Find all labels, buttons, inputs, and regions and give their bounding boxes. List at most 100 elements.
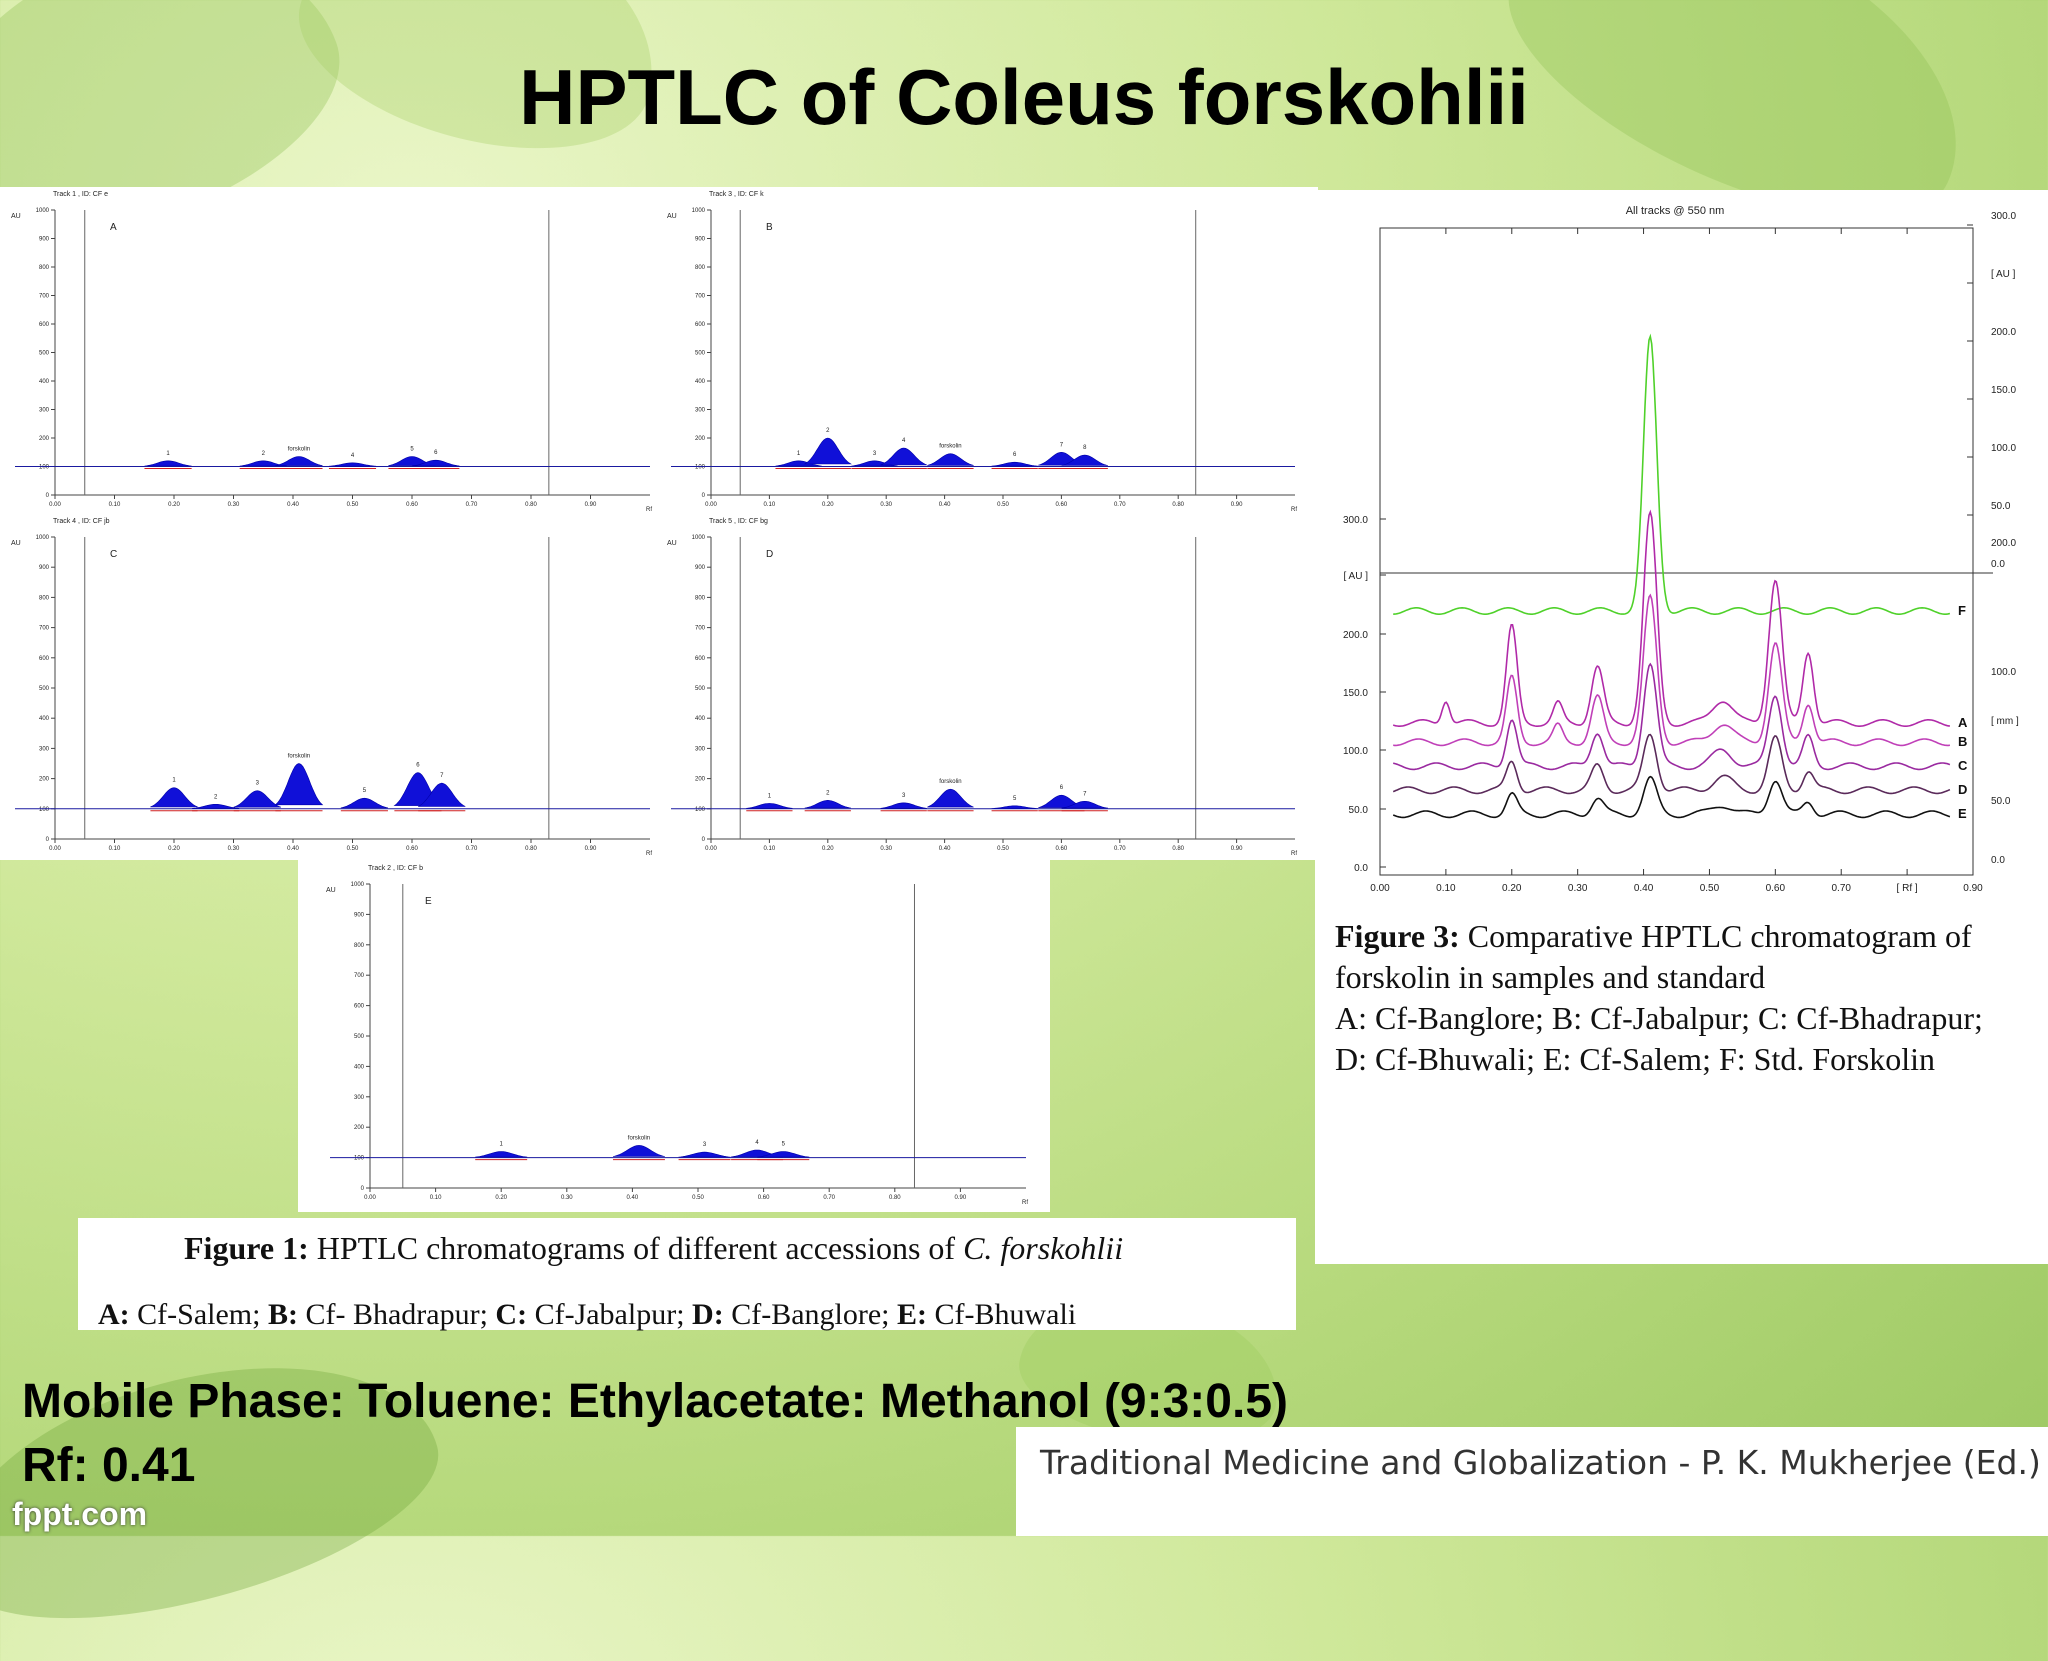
y-tick-label: 600: [39, 322, 50, 328]
right-top-tick-label: [ AU ]: [1991, 269, 2016, 280]
y-tick-label: 600: [695, 322, 706, 328]
series-label-B: B: [1958, 734, 1967, 749]
chromatogram-c: Track 4 , ID: CF jbAUC010020030040050060…: [11, 518, 652, 857]
peak-label: 5: [1013, 796, 1017, 802]
left-tick-label: 300.0: [1343, 515, 1368, 526]
y-tick-label: 300: [695, 746, 706, 752]
peak-label: forskolin: [939, 444, 961, 450]
peak-label: 6: [1060, 785, 1064, 791]
figure1-bottom-panel: [298, 858, 1050, 1212]
series-line-B: [1393, 593, 1951, 747]
x-tick-label: 0.90: [585, 502, 597, 508]
x-tick-label: 0.40: [287, 502, 299, 508]
y-tick-label: 200: [39, 436, 50, 442]
y-tick-label: 200: [695, 436, 706, 442]
x-tick-label: 0.50: [997, 502, 1009, 508]
figure1-caption-line1: Figure 1: HPTLC chromatograms of differe…: [184, 1230, 1124, 1266]
x-tick-label: 0.20: [495, 1195, 507, 1201]
y-tick-label: 1000: [36, 208, 50, 214]
watermark-logo: fppt.com: [12, 1496, 148, 1532]
x-tick-label: 0.80: [525, 502, 537, 508]
panel-letter: A: [110, 222, 117, 233]
right-bottom-tick-label: 0.0: [1991, 855, 2005, 866]
peak-label: 2: [262, 451, 266, 457]
peak-5: [991, 805, 1038, 809]
figure1-caption: Figure 1: HPTLC chromatograms of differe…: [78, 1218, 1296, 1331]
peak-label: 2: [826, 428, 830, 434]
peak-forskolin: [274, 763, 324, 806]
y-tick-label: 100: [695, 807, 706, 813]
x-tick-label: 0.90: [1231, 502, 1243, 508]
x-tick-label: 0.20: [1502, 883, 1522, 894]
y-tick-label: 400: [695, 379, 706, 385]
y-tick-label: 200: [695, 777, 706, 783]
left-tick-label: [ AU ]: [1344, 571, 1369, 582]
peak-forskolin: [612, 1145, 665, 1157]
y-tick-label: 300: [695, 408, 706, 414]
peak-label: 5: [410, 447, 414, 453]
y-axis-label: AU: [11, 540, 21, 547]
x-tick-label: 0.40: [627, 1195, 639, 1201]
series-line-F: [1393, 333, 1951, 615]
y-axis-label: AU: [11, 213, 21, 220]
x-tick-label: 0.50: [1700, 883, 1720, 894]
x-tick-label: 0.60: [758, 1195, 770, 1201]
y-tick-label: 600: [695, 656, 706, 662]
x-tick-label: 0.70: [1114, 846, 1126, 852]
peak-5: [757, 1151, 810, 1158]
x-tick-label: 0.00: [705, 502, 717, 508]
x-tick-label: 0.10: [109, 846, 121, 852]
x-tick-label: 0.50: [347, 502, 359, 508]
peak-3: [880, 802, 927, 809]
x-tick-label: 0.40: [939, 846, 951, 852]
right-top-tick-label: 100.0: [1991, 443, 2016, 454]
series-label-F: F: [1958, 603, 1966, 618]
plot-frame: [1379, 227, 1974, 876]
x-tick-label: 0.90: [1963, 883, 1983, 894]
peak-4: [880, 447, 927, 466]
peak-label: 6: [434, 450, 438, 456]
x-tick-label: 0.60: [1766, 883, 1786, 894]
x-tick-label: 0.40: [287, 846, 299, 852]
figure1-top-panel: [0, 187, 1318, 860]
right-top-tick-label: 300.0: [1991, 211, 2016, 222]
x-tick-label: 0.30: [1568, 883, 1588, 894]
y-tick-label: 200: [354, 1125, 365, 1131]
peak-label: 6: [416, 763, 420, 769]
track-id-label: Track 4 , ID: CF jb: [53, 518, 110, 525]
y-tick-label: 200: [39, 777, 50, 783]
y-tick-label: 500: [39, 351, 50, 357]
x-axis-label: Rf: [1291, 851, 1297, 857]
track-id-label: Track 5 , ID: CF bg: [709, 518, 768, 525]
peak-label: 4: [902, 438, 906, 444]
peak-label: 4: [755, 1140, 759, 1146]
panel-letter: B: [766, 222, 773, 233]
x-axis-label: Rf: [646, 851, 652, 857]
peak-7: [418, 782, 466, 807]
figure3-panel: [1315, 190, 2048, 898]
peak-label: forskolin: [288, 754, 310, 760]
peak-label: 3: [873, 451, 877, 457]
x-axis-label: Rf: [1022, 1200, 1028, 1206]
x-tick-label: 0.60: [1056, 502, 1068, 508]
x-tick-label: 0.50: [347, 846, 359, 852]
y-tick-label: 800: [695, 265, 706, 271]
peak-label: 1: [797, 451, 801, 457]
series-label-D: D: [1958, 782, 1967, 797]
x-tick-label: 0.80: [889, 1195, 901, 1201]
peak-7: [1061, 800, 1108, 809]
left-tick-label: 150.0: [1343, 688, 1368, 699]
peak-2: [192, 804, 240, 809]
y-tick-label: 900: [695, 237, 706, 243]
peak-6: [991, 461, 1038, 467]
track-id-label: Track 2 , ID: CF b: [368, 865, 423, 872]
peak-label: 3: [902, 793, 906, 799]
peak-1: [475, 1151, 528, 1158]
chromatogram-a: Track 1 , ID: CF e AU A 0 100 200 300 400 500 600…: [11, 191, 652, 513]
y-tick-label: 1000: [692, 208, 706, 214]
peak-label: 5: [363, 788, 367, 794]
rf-value-text: Rf: 0.41: [22, 1439, 196, 1492]
y-tick-label: 300: [354, 1095, 365, 1101]
chromatogram-e: Track 2 , ID: CF b AU E 0 100 200 300 400 500 600…: [326, 865, 1028, 1206]
peak-2: [803, 437, 852, 465]
